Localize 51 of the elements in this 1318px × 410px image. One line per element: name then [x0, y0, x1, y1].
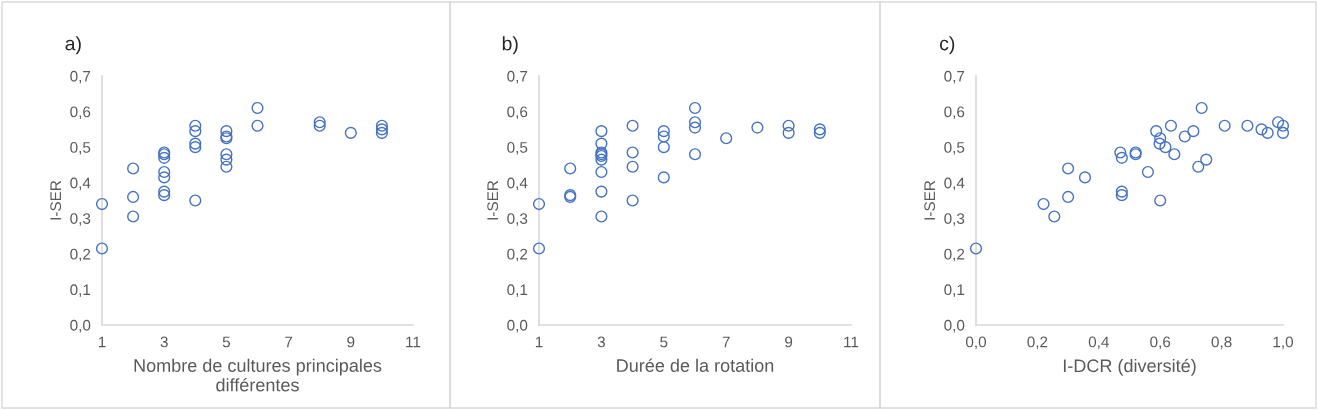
y-tick-label: 0,7	[944, 70, 965, 84]
y-tick-label: 0,1	[944, 284, 965, 297]
y-tick-label: 0,1	[70, 284, 91, 297]
y-tick-label: 0,7	[507, 70, 528, 84]
chart-title: c)	[939, 36, 955, 55]
x-tick-label: 5	[660, 336, 668, 348]
y-tick-label: 0,6	[944, 106, 965, 120]
y-tick-label: 0,4	[944, 177, 965, 191]
y-axis-title: I-SER	[487, 180, 499, 220]
chart-title: a)	[65, 36, 81, 55]
x-tick-label: 0,8	[1211, 336, 1232, 350]
y-tick-label: 0,7	[70, 70, 91, 84]
x-axis-title: I-DCR (diversité)	[1063, 358, 1196, 376]
y-axis-title: I-SER	[924, 180, 936, 220]
x-tick-label: 0,6	[1150, 336, 1171, 350]
chart-title: b)	[502, 36, 518, 55]
y-tick-label: 0,0	[944, 319, 965, 333]
y-tick-label: 0,5	[944, 142, 965, 155]
y-tick-label: 0,4	[70, 177, 91, 191]
y-tick-label: 0,0	[507, 319, 528, 333]
y-tick-label: 0,2	[944, 248, 965, 262]
x-tick-label: 0,4	[1088, 336, 1109, 350]
y-tick-label: 0,1	[507, 284, 528, 297]
x-tick-label: 1,0	[1273, 336, 1294, 350]
x-tick-label: 0,0	[965, 336, 987, 350]
y-tick-label: 0,6	[507, 106, 528, 120]
y-tick-label: 0,5	[507, 142, 528, 155]
x-tick-label: 5	[222, 336, 231, 348]
x-tick-label: 3	[160, 336, 168, 348]
x-tick-label: 11	[844, 336, 859, 348]
y-tick-label: 0,2	[507, 248, 528, 262]
y-tick-label: 0,0	[70, 319, 91, 333]
x-tick-label: 3	[597, 336, 605, 348]
x-tick-label: 0,2	[1027, 336, 1048, 350]
y-tick-label: 0,5	[70, 142, 91, 155]
x-tick-label: 9	[785, 336, 793, 348]
y-tick-label: 0,4	[507, 177, 528, 191]
x-tick-label: 11	[406, 336, 421, 348]
y-tick-label: 0,6	[70, 106, 91, 120]
x-tick-label: 7	[285, 336, 293, 348]
x-tick-label: 9	[347, 336, 355, 348]
y-tick-label: 0,3	[944, 213, 965, 226]
x-tick-label: 7	[722, 336, 730, 348]
y-tick-label: 0,3	[70, 213, 91, 226]
x-axis-title: Nombre de cultures principales différentes	[134, 358, 382, 392]
y-tick-label: 0,2	[70, 248, 91, 262]
y-tick-label: 0,3	[507, 213, 528, 226]
y-axis-title: I-SER	[50, 180, 62, 220]
x-axis-title: Durée de la rotation	[617, 358, 774, 372]
x-tick-label: 1	[535, 336, 543, 348]
x-tick-label: 1	[98, 336, 106, 348]
